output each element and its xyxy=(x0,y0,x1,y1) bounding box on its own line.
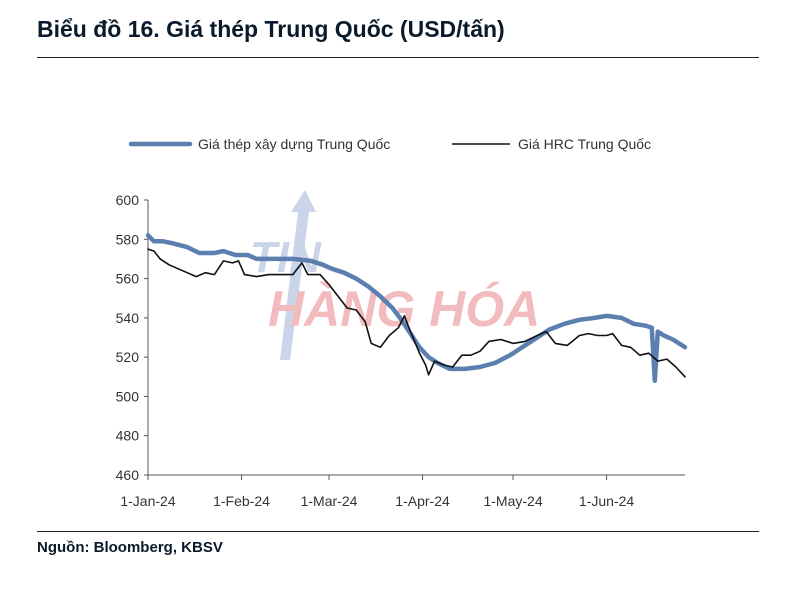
series-hrc-line xyxy=(147,248,686,378)
watermark-line2: HÀNG HÓA xyxy=(268,281,540,337)
y-tick-label: 460 xyxy=(116,467,140,483)
y-tick-label: 500 xyxy=(116,388,140,404)
line-chart: TIN HÀNG HÓA Giá thép xây dựng Trung Quố… xyxy=(116,136,688,509)
source-divider xyxy=(37,531,759,532)
source-note: Nguồn: Bloomberg, KBSV xyxy=(37,539,223,556)
x-tick-label: 1-Jan-24 xyxy=(120,493,175,509)
x-tick-label: 1-May-24 xyxy=(483,493,542,509)
y-tick-label: 480 xyxy=(116,428,140,444)
x-tick-label: 1-Apr-24 xyxy=(395,493,450,509)
chart-title: Biểu đồ 16. Giá thép Trung Quốc (USD/tấn… xyxy=(37,16,505,42)
x-tick-label: 1-Feb-24 xyxy=(213,493,270,509)
legend-label-hrc: Giá HRC Trung Quốc xyxy=(518,136,651,152)
legend: Giá thép xây dựng Trung Quốc Giá HRC Trun… xyxy=(128,136,651,152)
watermark-arrow-icon xyxy=(280,190,316,360)
watermark-logo: TIN HÀNG HÓA xyxy=(250,190,540,360)
x-tick-label: 1-Jun-24 xyxy=(579,493,634,509)
y-tick-label: 600 xyxy=(116,192,140,208)
legend-label-construction-steel: Giá thép xây dựng Trung Quốc xyxy=(198,136,390,152)
y-tick-label: 560 xyxy=(116,271,140,287)
series-layer xyxy=(145,233,688,383)
y-tick-label: 580 xyxy=(116,231,140,247)
y-tick-label: 540 xyxy=(116,310,140,326)
x-tick-label: 1-Mar-24 xyxy=(301,493,358,509)
series-construction-steel-line xyxy=(145,233,688,383)
y-tick-label: 520 xyxy=(116,349,140,365)
title-divider xyxy=(37,57,759,58)
axes: 460 480 500 520 540 560 580 600 1-Jan-24 1-Feb-24… xyxy=(116,192,685,509)
